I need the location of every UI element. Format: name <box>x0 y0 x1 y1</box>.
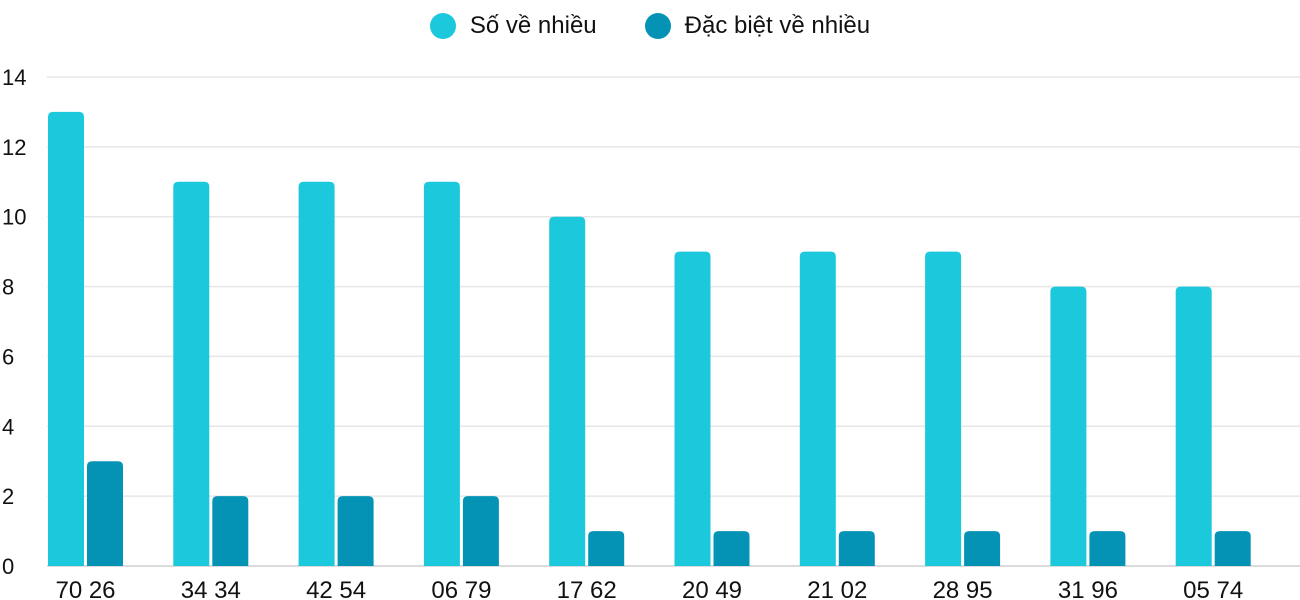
bar-dac-biet-ve-nhieu <box>713 531 750 566</box>
bar-dac-biet-ve-nhieu <box>212 496 249 566</box>
legend-item-so-ve-nhieu[interactable]: Số về nhiều <box>429 12 597 40</box>
x-tick-label: 42 54 <box>306 577 366 600</box>
bar-so-ve-nhieu <box>799 251 836 566</box>
y-tick-label: 14 <box>2 65 26 90</box>
bar-dac-biet-ve-nhieu <box>1214 531 1251 566</box>
bar-dac-biet-ve-nhieu <box>337 496 374 566</box>
x-tick-label: 20 49 <box>682 577 742 600</box>
legend-label: Số về nhiều <box>469 12 597 39</box>
legend-label: Đặc biệt về nhiều <box>684 12 871 39</box>
bar-dac-biet-ve-nhieu <box>87 461 123 566</box>
bar-so-ve-nhieu <box>674 251 711 566</box>
bar-so-ve-nhieu <box>173 181 210 567</box>
bar-so-ve-nhieu <box>298 181 335 567</box>
bar-so-ve-nhieu <box>423 181 460 567</box>
bar-so-ve-nhieu <box>48 111 84 566</box>
legend: Số về nhiều Đặc biệt về nhiều <box>0 12 1300 40</box>
bar-dac-biet-ve-nhieu <box>462 496 499 566</box>
x-tick-label: 06 79 <box>431 577 491 600</box>
bar-dac-biet-ve-nhieu <box>838 531 875 566</box>
bar-dac-biet-ve-nhieu <box>1089 531 1126 566</box>
x-tick-label: 70 26 <box>55 577 115 600</box>
y-tick-label: 4 <box>2 414 14 439</box>
bar-dac-biet-ve-nhieu <box>964 531 1001 566</box>
y-tick-label: 6 <box>2 344 14 369</box>
bar-so-ve-nhieu <box>1175 286 1212 566</box>
y-tick-label: 10 <box>2 205 26 230</box>
legend-swatch <box>429 13 456 39</box>
x-tick-label: 21 02 <box>807 577 867 600</box>
y-tick-label: 8 <box>2 275 14 300</box>
x-tick-label: 05 74 <box>1183 577 1243 600</box>
legend-item-dac-biet-ve-nhieu[interactable]: Đặc biệt về nhiều <box>644 12 871 40</box>
legend-swatch <box>644 13 671 39</box>
x-tick-label: 34 34 <box>181 577 241 600</box>
y-tick-label: 2 <box>2 484 14 509</box>
x-tick-label: 31 96 <box>1058 577 1118 600</box>
bar-so-ve-nhieu <box>1050 286 1087 566</box>
y-tick-label: 0 <box>2 554 14 579</box>
y-tick-label: 12 <box>2 135 26 160</box>
bar-so-ve-nhieu <box>925 251 962 566</box>
x-tick-label: 28 95 <box>933 577 993 600</box>
x-tick-label: 17 62 <box>557 577 617 600</box>
bar-so-ve-nhieu <box>549 216 586 566</box>
bar-dac-biet-ve-nhieu <box>588 531 625 566</box>
